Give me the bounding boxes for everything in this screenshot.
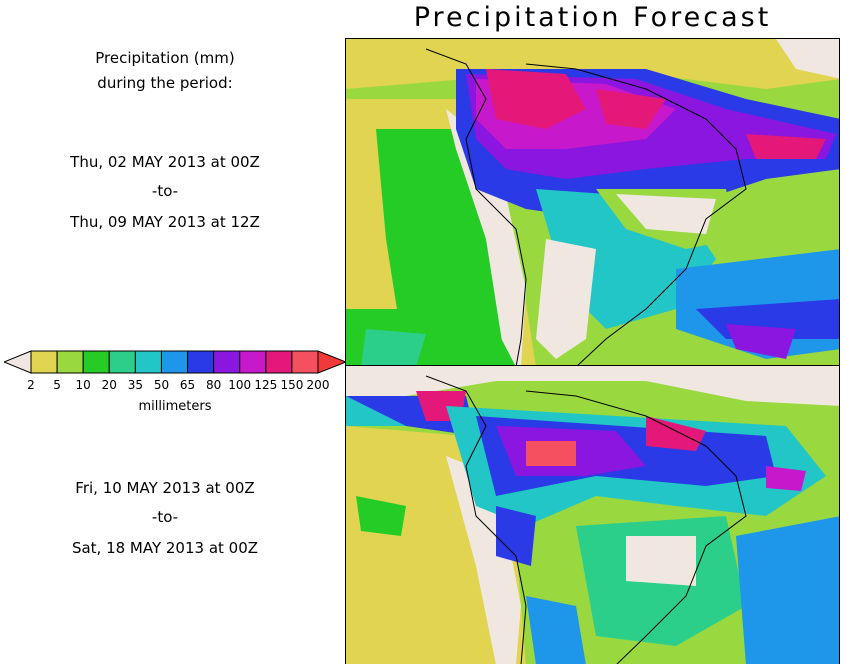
colorbar-swatch [265, 350, 293, 374]
colorbar-swatch [160, 350, 189, 374]
colorbar-tick-label: 125 [254, 378, 278, 392]
colorbar-tick-label: 50 [153, 378, 170, 392]
colorbar-tick-label: 2 [27, 378, 35, 392]
colorbar-tick-label: 20 [101, 378, 117, 392]
colorbar-tick-label: 200 [306, 378, 330, 392]
colorbar-tick-label: 150 [280, 378, 304, 392]
colorbar-tick-label: 10 [75, 378, 91, 392]
legend-heading-line1: Precipitation (mm) [95, 49, 235, 67]
period1-start: Thu, 02 MAY 2013 at 00Z [70, 153, 260, 171]
period1-separator: -to- [151, 182, 179, 200]
colorbar-above-arrow [317, 350, 346, 374]
colorbar-swatch [108, 350, 136, 374]
forecast-map-period2 [345, 365, 840, 664]
colorbar-tick-label: 65 [179, 378, 196, 392]
map-period1-canvas [346, 39, 839, 365]
colorbar-swatch [291, 350, 319, 374]
colorbar-tick-label: 35 [127, 378, 143, 392]
colorbar-tick-label: 100 [228, 378, 252, 392]
page-title: Precipitation Forecast [413, 2, 772, 33]
forecast-map-period1 [345, 38, 840, 366]
colorbar-tick-label: 80 [205, 378, 222, 392]
period2-end: Sat, 18 MAY 2013 at 00Z [71, 539, 259, 557]
map-period2-canvas [346, 366, 839, 664]
precipitation-colorbar [4, 350, 346, 374]
colorbar-unit-label: millimeters [138, 399, 212, 414]
colorbar-swatch [187, 350, 215, 374]
legend-heading-line2: during the period: [97, 74, 233, 92]
colorbar-tick-label: 5 [53, 378, 61, 392]
colorbar-swatch [56, 350, 84, 374]
period2-start: Fri, 10 MAY 2013 at 00Z [75, 479, 255, 497]
period2-separator: -to- [151, 508, 179, 526]
colorbar-swatch [134, 350, 162, 374]
colorbar-swatch [30, 350, 58, 374]
colorbar-swatch [239, 350, 267, 374]
colorbar-below-arrow [4, 350, 32, 374]
colorbar-swatch [82, 350, 110, 374]
period1-end: Thu, 09 MAY 2013 at 12Z [70, 213, 260, 231]
colorbar-swatch [213, 350, 241, 374]
